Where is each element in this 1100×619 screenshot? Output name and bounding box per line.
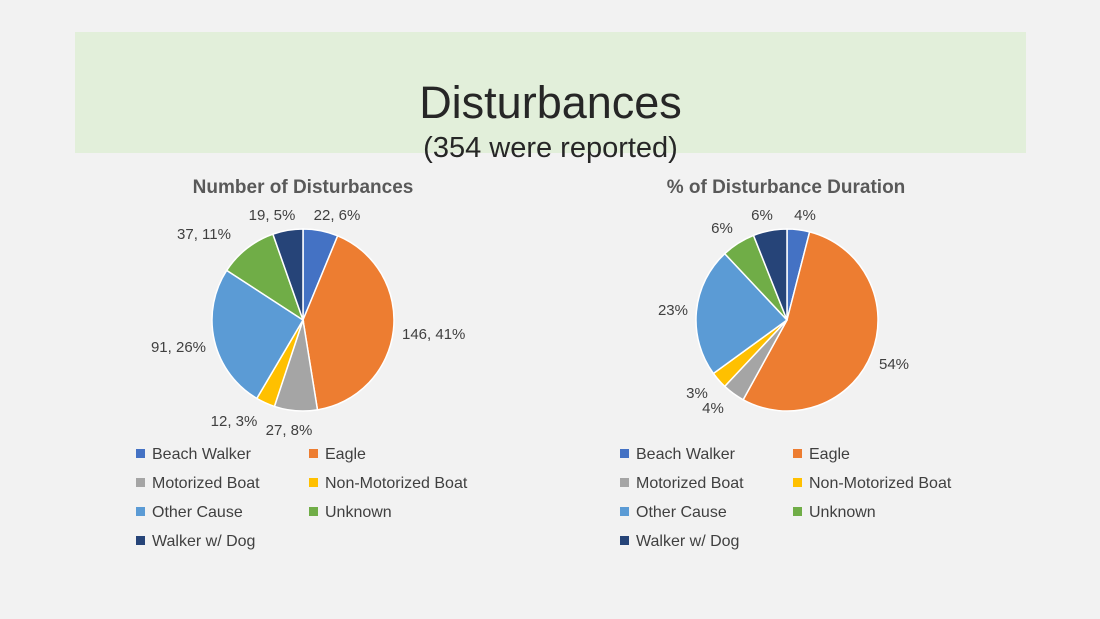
legend-item-non-motorized-boat: Non-Motorized Boat [309,475,467,493]
pie-slice-eagle [302,234,395,411]
legend-label: Unknown [809,504,876,521]
title-banner: Disturbances (354 were reported) [75,32,1026,164]
legend-item-walker-w-dog: Walker w/ Dog [136,533,255,551]
data-label-non-motorized-boat: 12, 3% [211,413,258,430]
legend-swatch [136,536,145,545]
legend-swatch [309,449,318,458]
legend-item-other-cause: Other Cause [136,504,243,522]
page-subtitle: (354 were reported) [423,132,678,164]
legend-label: Walker w/ Dog [152,533,256,550]
legend-item-other-cause: Other Cause [620,504,727,522]
legend-item-beach-walker: Beach Walker [620,446,735,464]
legend-count: Beach Walker Eagle Motorized Boat Non-Motor… [136,446,496,556]
legend-swatch [136,449,145,458]
legend-item-beach-walker: Beach Walker [136,446,251,464]
legend-label: Eagle [325,446,366,463]
pie-slice-other-cause [695,252,789,375]
data-label-motorized-boat: 4% [702,400,724,417]
legend-item-motorized-boat: Motorized Boat [136,475,260,493]
pie-slice-walker-w-dog [271,228,304,321]
legend-swatch [309,478,318,487]
legend-swatch [620,449,629,458]
legend-swatch [136,507,145,516]
data-label-unknown: 37, 11% [177,226,231,243]
pie-slice-other-cause [211,269,305,400]
data-label-non-motorized-boat: 3% [686,385,708,402]
page-title: Disturbances [419,77,682,128]
chart-title-duration: % of Disturbance Duration [666,177,906,198]
data-label-eagle: 54% [879,356,909,373]
legend-swatch [136,478,145,487]
legend-label: Motorized Boat [152,475,260,492]
legend-swatch [793,449,802,458]
legend-item-motorized-boat: Motorized Boat [620,475,744,493]
legend-label: Other Cause [152,504,243,521]
legend-label: Walker w/ Dog [636,533,740,550]
legend-item-eagle: Eagle [793,446,850,464]
data-label-other-cause: 23% [658,302,688,319]
data-label-motorized-boat: 27, 8% [266,422,313,439]
legend-label: Eagle [809,446,850,463]
legend-label: Unknown [325,504,392,521]
data-label-walker-w-dog: 6% [751,207,773,224]
data-label-beach-walker: 22, 6% [314,207,361,224]
legend-swatch [309,507,318,516]
legend-swatch [620,478,629,487]
legend-swatch [793,507,802,516]
legend-label: Non-Motorized Boat [809,475,952,492]
legend-duration: Beach Walker Eagle Motorized Boat Non-Motor… [620,446,980,556]
legend-item-walker-w-dog: Walker w/ Dog [620,533,739,551]
legend-label: Motorized Boat [636,475,744,492]
legend-swatch [620,507,629,516]
data-label-other-cause: 91, 26% [151,339,206,356]
data-label-eagle: 146, 41% [402,326,465,343]
data-label-walker-w-dog: 19, 5% [249,207,296,224]
pie-slice-walker-w-dog [752,228,788,321]
legend-label: Non-Motorized Boat [325,475,468,492]
legend-item-unknown: Unknown [309,504,392,522]
legend-label: Beach Walker [636,446,735,463]
data-label-unknown: 6% [711,220,733,237]
legend-label: Other Cause [636,504,727,521]
legend-item-unknown: Unknown [793,504,876,522]
legend-label: Beach Walker [152,446,251,463]
pie-slice-eagle [742,230,879,412]
legend-item-eagle: Eagle [309,446,366,464]
chart-title-count: Number of Disturbances [192,177,414,198]
legend-item-non-motorized-boat: Non-Motorized Boat [793,475,951,493]
data-label-beach-walker: 4% [794,207,816,224]
legend-swatch [793,478,802,487]
legend-swatch [620,536,629,545]
